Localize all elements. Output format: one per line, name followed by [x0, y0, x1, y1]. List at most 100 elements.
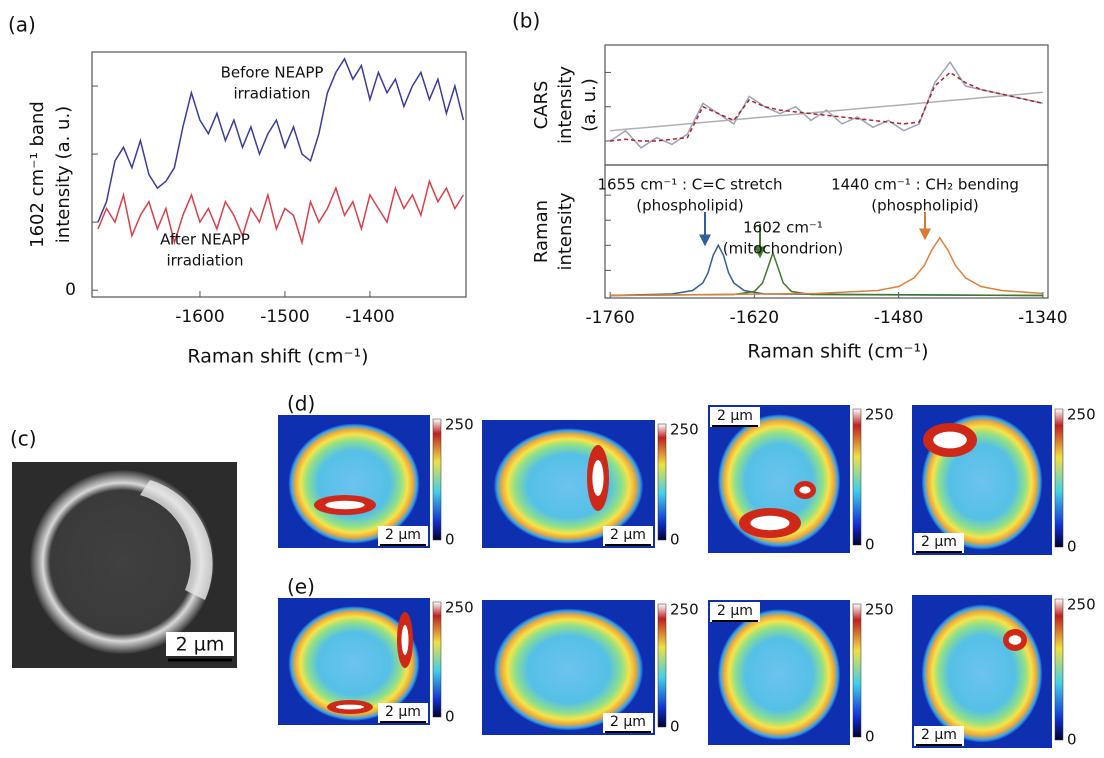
scale-box [603, 526, 653, 546]
hotspot-core [592, 460, 604, 496]
scale-box [378, 703, 428, 723]
annotation: After NEAPP [160, 231, 250, 249]
annotation: 1440 cm⁻¹ : CH₂ bending [831, 176, 1019, 194]
y-axis-label: 1602 cm⁻¹ band [27, 101, 48, 248]
y-axis-label: (a. u.) [579, 78, 600, 132]
panel-label: (d) [287, 392, 315, 416]
annotation: irradiation [166, 252, 243, 270]
colorbar-label: 0 [1067, 731, 1077, 749]
y-tick-label: 0 [65, 280, 76, 300]
colorbar [657, 603, 667, 728]
colorbar-label: 0 [670, 718, 680, 736]
scale-box [603, 713, 653, 733]
scale-label: 2 µm [610, 527, 646, 543]
x-tick-label: -1620 [730, 308, 779, 328]
annotation: (phospholipid) [636, 197, 743, 215]
scale-box [914, 533, 964, 553]
colorbar [432, 601, 442, 718]
x-tick-label: -1480 [874, 308, 923, 328]
colorbar-label: 0 [670, 531, 680, 549]
colorbar-label: 0 [865, 536, 875, 554]
x-axis-label: Raman shift (cm⁻¹) [187, 346, 368, 368]
scale-label: 2 µm [717, 603, 753, 619]
scale-label: 2 µm [717, 408, 753, 424]
hotspot-core [401, 625, 409, 655]
plot-frame [91, 51, 467, 298]
scale-box [166, 632, 234, 656]
hotspot-core [799, 486, 811, 494]
y-axis-label: intensity [555, 192, 576, 270]
panel-label: (a) [8, 13, 36, 37]
cell [921, 604, 1043, 743]
colorbar-label: 250 [445, 599, 474, 617]
scale-box [710, 407, 760, 427]
colorbar [1054, 408, 1064, 548]
annotation: 1602 cm⁻¹ [743, 219, 823, 237]
cell [494, 608, 643, 731]
colorbar [852, 408, 862, 546]
colorbar-label: 250 [865, 406, 894, 424]
series-line [610, 243, 1043, 297]
panel-label: (b) [512, 9, 540, 33]
scale-box [710, 602, 760, 622]
x-tick-label: -1400 [345, 307, 394, 327]
series-line [610, 91, 1043, 132]
colorbar [657, 423, 667, 541]
scale-label: 2 µm [921, 727, 957, 743]
y-axis-label: intensity [555, 66, 576, 144]
hotspot-core [1008, 635, 1022, 645]
colorbar [852, 603, 862, 738]
x-tick-label: -1600 [175, 307, 224, 327]
hotspot-core [750, 515, 790, 531]
series-line [610, 236, 1043, 297]
series-line [610, 250, 1043, 297]
colorbar-label: 0 [865, 728, 875, 746]
cell [288, 606, 420, 721]
cell-outline [30, 470, 214, 654]
scale-label: 2 µm [921, 534, 957, 550]
scale-box [914, 726, 964, 746]
x-tick-label: -1760 [585, 308, 634, 328]
hotspot-core [933, 431, 967, 449]
bright-rim [140, 480, 213, 600]
hotspot-core [336, 704, 364, 710]
scale-label: 2 µm [176, 634, 225, 656]
series-line [609, 60, 1043, 149]
colorbar-label: 250 [1067, 406, 1096, 424]
series-line [97, 57, 465, 223]
scale-label: 2 µm [610, 714, 646, 730]
x-tick-label: -1500 [260, 307, 309, 327]
colorbar [1054, 598, 1064, 741]
y-axis-label: Raman [531, 200, 552, 263]
colorbar-label: 250 [865, 601, 894, 619]
annotation: irradiation [233, 85, 310, 103]
colorbar-label: 0 [445, 531, 455, 549]
x-tick-label: -1340 [1018, 308, 1067, 328]
colorbar-label: 0 [1067, 538, 1077, 556]
series-line [97, 178, 465, 246]
colorbar-label: 250 [445, 416, 474, 434]
annotation: (phospholipid) [871, 197, 978, 215]
y-axis-label: intensity (a. u.) [53, 106, 74, 243]
panel-label: (e) [287, 575, 315, 599]
x-axis-label: Raman shift (cm⁻¹) [747, 341, 928, 363]
series-line [610, 71, 1043, 142]
annotation: (mitochondrion) [723, 240, 844, 258]
panel-label: (c) [10, 427, 37, 451]
plot-frame [604, 164, 1049, 299]
annotation: 1655 cm⁻¹ : C=C stretch [597, 176, 782, 194]
plot-frame [604, 44, 1049, 166]
y-axis-label: CARS [531, 81, 552, 130]
scale-box [378, 526, 428, 546]
colorbar-label: 0 [445, 708, 455, 726]
colorbar [432, 418, 442, 541]
annotation: Before NEAPP [221, 64, 324, 82]
colorbar-label: 250 [670, 601, 699, 619]
cell [717, 609, 841, 740]
scale-label: 2 µm [385, 527, 421, 543]
hotspot-core [325, 500, 365, 510]
scale-label: 2 µm [385, 704, 421, 720]
colorbar-label: 250 [1067, 596, 1096, 614]
cell [288, 423, 420, 544]
